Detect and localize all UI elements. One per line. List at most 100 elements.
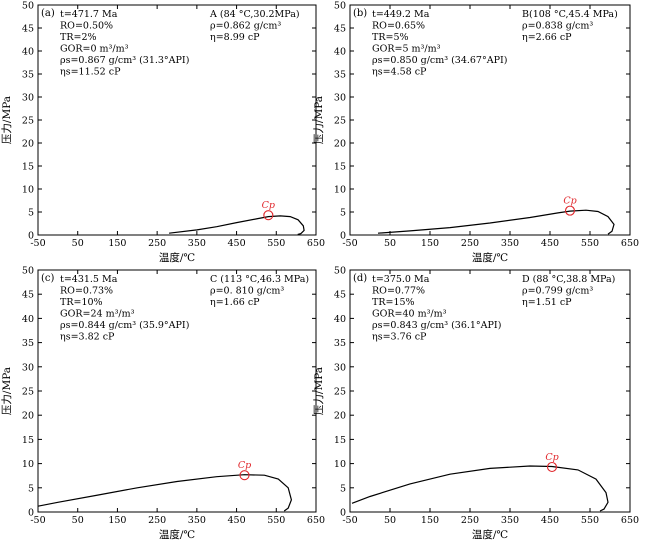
critical-point-label: Cp [262,200,275,211]
y-tick-label: 50 [22,1,34,12]
x-tick-label: 350 [188,238,206,249]
parameter-line: t=471.7 Ma [60,9,118,20]
x-tick-label: 650 [307,515,325,526]
x-tick-label: 350 [188,515,206,526]
panel-d: -50 50 150 250 350 450 550 650 0 5 10 15 20 25 30 35 40 4… [312,266,639,542]
parameter-line: GOR=5 m³/m³ [372,44,441,55]
y-tick-label: 50 [22,266,34,277]
x-axis-label: 温度/℃ [159,528,196,541]
x-tick-label: 650 [307,238,325,249]
x-axis-label: 温度/℃ [472,251,509,264]
x-tick-label: -50 [30,515,45,526]
phase-envelope-line [169,215,305,236]
x-tick-label: 250 [461,238,479,249]
y-tick-label: 30 [22,362,34,373]
y-tick-label: 20 [334,139,346,150]
y-tick-label: 35 [22,70,34,81]
y-tick-label: 30 [334,362,346,373]
x-tick-label: 550 [581,515,599,526]
x-tick-label: 50 [72,515,84,526]
critical-point-label: Cp [563,196,576,207]
x-tick-label: 150 [421,515,439,526]
reservoir-line: ρ=0.799 g/cm³ [522,286,593,297]
reservoir-line: C (113 °C,46.3 MPa) [210,274,309,285]
reservoir-line: η=1.51 cP [522,297,572,308]
parameter-line: TR=5% [372,32,409,43]
y-tick-label: 45 [334,24,346,35]
y-tick-label: 0 [28,508,34,519]
y-tick-label: 5 [28,208,34,219]
reservoir-line: ρ=0.838 g/cm³ [522,21,593,32]
x-tick-label: -50 [30,238,45,249]
parameter-line: t=431.5 Ma [60,274,118,285]
critical-point-marker [564,205,576,216]
y-tick-label: 20 [334,411,346,422]
parameter-line: TR=15% [372,297,415,308]
parameter-line: RO=0.73% [60,286,113,297]
y-tick-label: 50 [334,266,346,277]
x-tick-label: 550 [267,515,285,526]
y-axis-label: 压力/MPa [312,96,325,144]
y-tick-label: 30 [22,93,34,104]
phase-envelope-line [37,474,293,512]
y-tick-label: 25 [22,116,34,127]
x-tick-label: 50 [72,238,84,249]
y-tick-label: 45 [334,290,346,301]
reservoir-line: η=1.66 cP [210,297,260,308]
x-tick-label: 250 [461,515,479,526]
parameter-line: TR=2% [60,32,97,43]
x-tick-label: 350 [501,238,519,249]
parameter-line: ρs=0.850 g/cm³ (34.67°API) [372,55,507,66]
y-tick-label: 45 [22,24,34,35]
critical-point-marker [263,210,274,221]
parameter-line: ρs=0.843 g/cm³ (36.1°API) [372,320,501,331]
y-tick-label: 10 [22,185,34,196]
parameter-line: GOR=0 m³/m³ [60,44,129,55]
x-tick-label: -50 [342,515,357,526]
y-tick-label: 35 [22,338,34,349]
y-tick-label: 15 [334,435,346,446]
x-tick-label: -50 [342,238,357,249]
x-tick-label: 650 [621,515,639,526]
reservoir-line: A (84 °C,30.2MPa) [209,9,300,20]
parameter-line: ηs=11.52 cP [60,67,121,78]
y-tick-label: 40 [22,314,34,325]
parameter-line: GOR=24 m³/m³ [60,309,135,320]
x-tick-label: 150 [108,515,126,526]
y-tick-label: 35 [334,70,346,81]
x-tick-label: 250 [148,238,166,249]
reservoir-line: D (88 °C,38.8 MPa) [522,274,615,285]
x-tick-label: 150 [421,238,439,249]
parameter-line: ηs=4.58 cP [372,67,427,78]
y-tick-label: 35 [334,338,346,349]
x-tick-label: 450 [541,515,559,526]
x-tick-label: 550 [581,238,599,249]
x-tick-label: 250 [148,515,166,526]
critical-point-label: Cp [238,460,251,471]
x-tick-label: 450 [228,238,246,249]
y-tick-label: 15 [334,162,346,173]
parameter-line: t=449.2 Ma [372,9,430,20]
parameter-line: ρs=0.867 g/cm³ (31.3°API) [60,55,189,66]
y-tick-label: 25 [334,116,346,127]
y-tick-label: 20 [22,411,34,422]
panel-label: (b) [353,8,367,19]
critical-point-marker [239,470,250,481]
x-tick-label: 450 [541,238,559,249]
reservoir-line: η=8.99 cP [210,32,260,43]
y-tick-label: 45 [22,290,34,301]
y-tick-label: 40 [22,47,34,58]
parameter-line: RO=0.65% [372,21,425,32]
y-tick-label: 40 [334,47,346,58]
x-tick-label: 650 [621,238,639,249]
parameter-line: ηs=3.82 cP [60,332,115,343]
reservoir-line: B(108 °C,45.4 MPa) [522,9,618,20]
y-tick-label: 30 [334,93,346,104]
y-tick-label: 10 [334,459,346,470]
x-axis-label: 温度/℃ [472,528,509,541]
parameter-line: GOR=40 m³/m³ [372,309,447,320]
y-tick-label: 25 [334,387,346,398]
y-tick-label: 15 [22,435,34,446]
x-tick-label: 550 [267,238,285,249]
